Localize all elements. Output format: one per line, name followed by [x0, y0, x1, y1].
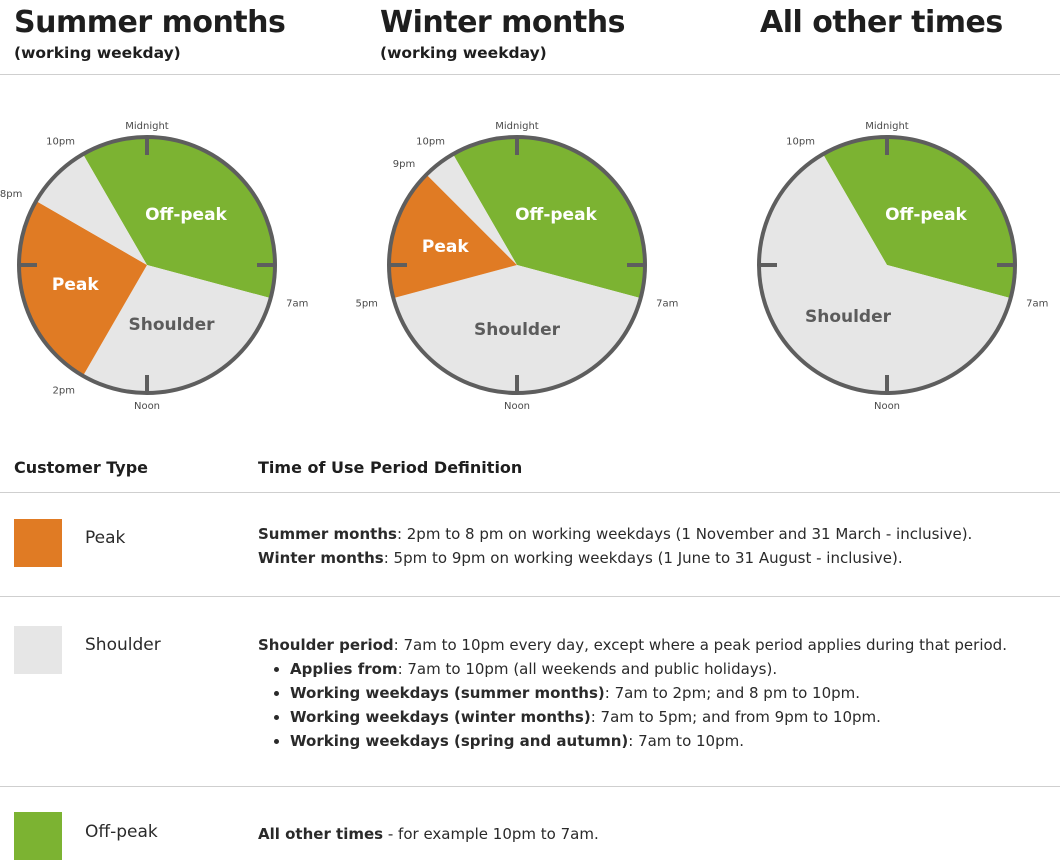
bullet-text: : 7am to 10pm.	[628, 732, 745, 750]
peak-swatch	[14, 519, 62, 567]
shoulder-segment	[83, 265, 271, 393]
clock-rim	[17, 135, 277, 395]
offpeak-segment	[823, 137, 1016, 299]
other-heading: All other times	[760, 0, 1003, 38]
shoulder-segment	[393, 265, 641, 394]
summer-clock: Midnight Noon 10pm 7am 2pm 8pm Off-peak Shoulde…	[0, 121, 308, 412]
offpeak-label: All other times	[258, 825, 384, 843]
shoulder-row-divider	[0, 786, 1060, 787]
offpeak-segment-label: Off-peak	[515, 205, 597, 225]
shoulder-intro-text: : 7am to 10pm every day, except where a …	[393, 636, 1007, 654]
bullet-text: : 7am to 10pm (all weekends and public h…	[397, 660, 778, 678]
offpeak-segment	[453, 137, 646, 299]
winter-heading: Winter months (working weekday)	[380, 0, 625, 63]
time-boundary-label: 10pm	[786, 136, 815, 147]
shoulder-segment-label: Shoulder	[805, 307, 892, 327]
offpeak-segment-label: Off-peak	[145, 205, 227, 225]
peak-segment	[388, 174, 517, 299]
midnight-label: Midnight	[125, 121, 169, 132]
clock-rim	[387, 135, 647, 395]
header-divider	[0, 74, 1060, 75]
definition-header: Time of Use Period Definition	[258, 458, 523, 477]
shoulder-segment	[759, 154, 1011, 394]
noon-label: Noon	[504, 401, 530, 412]
time-boundary-label: 10pm	[416, 136, 445, 147]
winter-title: Winter months	[380, 5, 625, 40]
peak-winter-label: Winter months	[258, 549, 384, 567]
table-header-divider	[0, 492, 1060, 493]
clock-rim	[757, 135, 1017, 395]
shoulder-type-name: Shoulder	[85, 635, 161, 655]
peak-segment-label: Peak	[422, 237, 469, 257]
shoulder-segment-label: Shoulder	[128, 315, 215, 335]
offpeak-text: - for example 10pm to 7am.	[383, 825, 599, 843]
shoulder-swatch	[14, 626, 62, 674]
shoulder-intro-label: Shoulder period	[258, 636, 394, 654]
noon-label: Noon	[874, 401, 900, 412]
other-times-clock: Midnight Noon 10pm 7am Off-peak Shoulder	[757, 121, 1048, 412]
peak-winter-text: : 5pm to 9pm on working weekdays (1 June…	[383, 549, 903, 567]
time-boundary-label: 7am	[1026, 298, 1048, 309]
time-boundary-label: 7am	[286, 298, 308, 309]
offpeak-segment-label: Off-peak	[885, 205, 967, 225]
time-boundary-label: 10pm	[46, 136, 75, 147]
shoulder-bullet-item: Working weekdays (winter months): 7am to…	[290, 705, 1058, 729]
summer-heading: Summer months (working weekday)	[14, 0, 286, 63]
bullet-label: Working weekdays (spring and autumn)	[290, 732, 629, 750]
shoulder-bullet-item: Working weekdays (spring and autumn): 7a…	[290, 729, 1058, 753]
winter-clock: Midnight Noon 10pm 7am 5pm 9pm Off-peak Shoulde…	[355, 121, 678, 412]
time-boundary-label: 8pm	[0, 189, 22, 200]
time-boundary-label: 7am	[656, 298, 678, 309]
midnight-label: Midnight	[495, 121, 539, 132]
shoulder-segment	[36, 154, 147, 265]
peak-segment-label: Peak	[52, 275, 99, 295]
midnight-label: Midnight	[865, 121, 909, 132]
other-title: All other times	[760, 5, 1003, 40]
shoulder-bullet-list: Applies from: 7am to 10pm (all weekends …	[258, 657, 1058, 753]
bullet-label: Applies from	[290, 660, 398, 678]
shoulder-segment-label: Shoulder	[474, 320, 561, 340]
peak-row-divider	[0, 596, 1060, 597]
peak-summer-text: : 2pm to 8 pm on working weekdays (1 Nov…	[396, 525, 973, 543]
bullet-label: Working weekdays (summer months)	[290, 684, 605, 702]
summer-subtitle: (working weekday)	[14, 44, 181, 62]
time-boundary-label: 9pm	[393, 159, 415, 170]
peak-segment	[19, 201, 148, 376]
bullet-label: Working weekdays (winter months)	[290, 708, 591, 726]
offpeak-segment	[83, 137, 276, 299]
noon-label: Noon	[134, 401, 160, 412]
customer-type-header: Customer Type	[14, 458, 149, 477]
shoulder-bullet-item: Working weekdays (summer months): 7am to…	[290, 681, 1058, 705]
bullet-text: : 7am to 5pm; and from 9pm to 10pm.	[590, 708, 881, 726]
bullet-text: : 7am to 2pm; and 8 pm to 10pm.	[604, 684, 861, 702]
time-boundary-label: 2pm	[53, 386, 75, 397]
shoulder-bullet-item: Applies from: 7am to 10pm (all weekends …	[290, 657, 1058, 681]
offpeak-definition: All other times - for example 10pm to 7a…	[258, 822, 1058, 846]
shoulder-definition: Shoulder period: 7am to 10pm every day, …	[258, 633, 1058, 753]
peak-summer-label: Summer months	[258, 525, 397, 543]
peak-line-summer: Summer months: 2pm to 8 pm on working we…	[258, 522, 1058, 546]
peak-definition: Summer months: 2pm to 8 pm on working we…	[258, 522, 1058, 570]
shoulder-segment	[426, 154, 517, 265]
winter-subtitle: (working weekday)	[380, 44, 547, 62]
summer-title: Summer months	[14, 5, 286, 40]
shoulder-intro: Shoulder period: 7am to 10pm every day, …	[258, 633, 1058, 657]
peak-type-name: Peak	[85, 528, 126, 548]
offpeak-swatch	[14, 812, 62, 860]
offpeak-type-name: Off-peak	[85, 822, 158, 842]
time-boundary-label: 5pm	[355, 298, 377, 309]
peak-line-winter: Winter months: 5pm to 9pm on working wee…	[258, 546, 1058, 570]
